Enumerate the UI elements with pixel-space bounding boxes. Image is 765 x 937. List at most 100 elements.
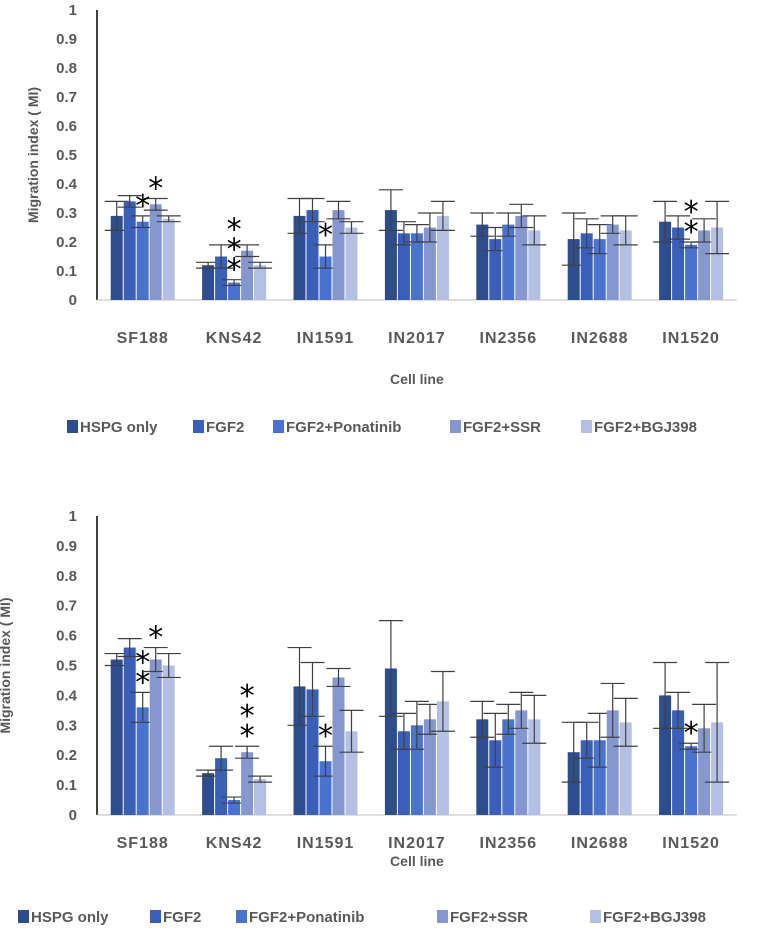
bar-in1520-4 [698,728,711,815]
legend-swatch [67,420,78,433]
bar-in2688-4 [606,710,619,815]
bar-in1591-2 [306,689,319,815]
bar-in2688-4 [606,224,619,300]
y-tick-label: 0.4 [56,687,78,704]
y-tick-label: 0.7 [56,89,77,106]
bar-in2688-2 [580,740,593,815]
bar-in2688-1 [567,752,580,815]
legend-label: FGF2 [206,419,244,436]
bar-kns42-3 [228,282,241,300]
legend-swatch [437,910,448,923]
y-tick-label: 0.3 [56,205,77,222]
legend-swatch [273,420,284,433]
x-tick-label: IN1591 [297,330,355,347]
y-tick-label: 1 [69,508,77,525]
bar-kns42-2 [215,758,228,815]
legend-label: FGF2+SSR [450,909,528,926]
legend-swatch [581,420,592,433]
bar-in2017-1 [384,668,397,815]
bar-kns42-4 [241,250,254,300]
y-tick-label: 0 [69,292,77,309]
x-tick-label: KNS42 [206,835,263,852]
bar-in1591-5 [345,227,358,300]
bar-kns42-2 [215,256,228,300]
bar-in1591-4 [332,210,345,300]
bar-in1520-3 [685,746,698,815]
bar-kns42-5 [254,779,267,815]
x-tick-label: IN2017 [388,835,446,852]
legend-swatch [590,910,601,923]
y-tick-label: 1 [69,2,77,19]
bar-in2688-1 [567,239,580,300]
legend-swatch [450,420,461,433]
bar-in1520-3 [685,244,698,300]
bar-in1520-1 [659,221,672,300]
bar-sf188-4 [149,659,162,815]
significance-star: * [227,233,242,268]
x-tick-label: SF188 [117,330,169,347]
y-tick-label: 0.9 [56,31,77,48]
chart-1: 0 0.1 0.2 0.3 0.4 0.5 0.6 0.7 0.8 0.9 1 SF188 KNS42 I… [25,2,737,436]
x-axis-title: Cell line [390,371,444,387]
significance-star: * [684,195,699,230]
bar-in2017-4 [423,719,436,815]
significance-star: * [135,645,150,680]
y-tick-label: 0.9 [56,538,77,555]
legend-label: FGF2+BGJ398 [603,909,706,926]
significance-star: * [148,172,163,207]
x-tick-label: KNS42 [206,330,263,347]
y-tick-label: 0.6 [56,118,77,135]
bar-in2017-2 [397,233,410,300]
y-tick-label: 0.4 [56,176,78,193]
legend-swatch [236,910,247,923]
x-tick-label: IN2688 [571,330,629,347]
legend-label: FGF2+BGJ398 [594,419,697,436]
bar-in2356-1 [476,719,489,815]
bar-in2017-5 [436,701,449,815]
chart-2: 0 0.1 0.2 0.3 0.4 0.5 0.6 0.7 0.8 0.9 1 SF188 KNS42 I… [0,508,737,926]
bar-in2356-5 [528,230,541,300]
bar-sf188-1 [110,215,123,300]
legend-label: HSPG only [31,909,109,926]
legend-label: FGF2+Ponatinib [249,909,364,926]
bar-in1520-1 [659,695,672,815]
bar-in2017-5 [436,215,449,300]
significance-star: * [227,253,242,288]
bar-in1520-4 [698,230,711,300]
bar-sf188-2 [123,647,136,815]
legend-label: FGF2+Ponatinib [286,419,401,436]
x-axis-title: Cell line [390,853,444,869]
x-tick-label: IN2356 [480,835,538,852]
significance-star: * [135,665,150,700]
legend-label: FGF2 [163,909,201,926]
bar-in2017-4 [423,227,436,300]
bar-sf188-5 [162,665,175,815]
x-tick-label: IN1520 [662,330,720,347]
bar-in2356-1 [476,224,489,300]
y-tick-label: 0.6 [56,628,77,645]
significance-star: * [318,719,333,754]
bar-in2688-3 [593,239,606,300]
bar-in1520-2 [672,227,685,300]
legend-swatch [193,420,204,433]
y-tick-label: 0 [69,807,77,824]
significance-star: * [240,699,255,734]
y-tick-label: 0.2 [56,747,77,764]
bar-kns42-4 [241,752,254,815]
x-tick-label: IN2017 [388,330,446,347]
bar-in1591-3 [319,761,332,815]
significance-star: * [227,213,242,248]
bar-sf188-3 [136,221,149,300]
y-tick-label: 0.1 [56,777,77,794]
y-tick-label: 0.7 [56,598,77,615]
y-axis-title: Migration index ( MI) [25,87,41,223]
y-tick-label: 0.1 [56,263,77,280]
significance-star: * [148,621,163,656]
bar-sf188-5 [162,218,175,300]
y-tick-label: 0.8 [56,568,77,585]
bar-kns42-3 [228,800,241,815]
y-tick-label: 0.3 [56,717,77,734]
bar-in2017-3 [410,233,423,300]
bar-in1591-1 [293,686,306,815]
